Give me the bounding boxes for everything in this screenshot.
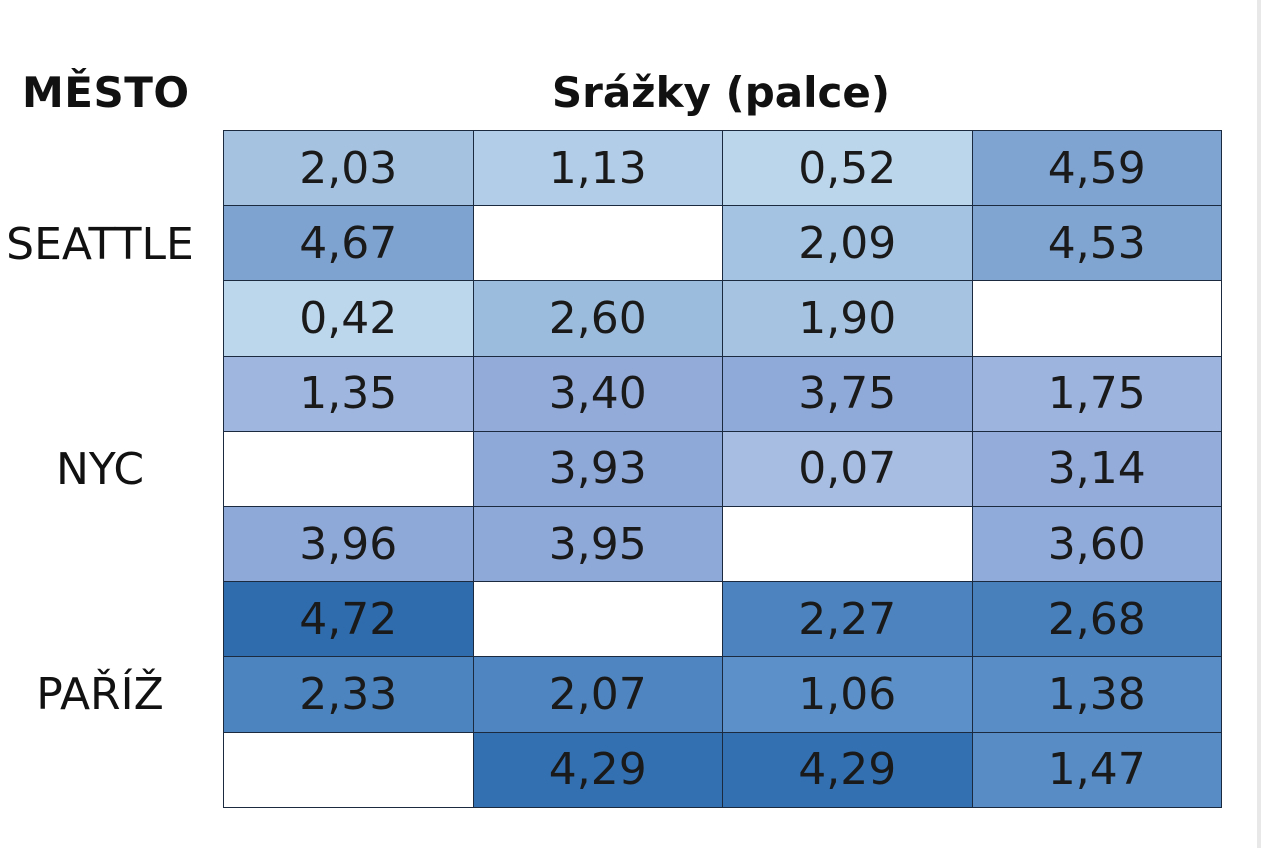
heatmap-cell: 3,60 (971, 506, 1222, 583)
heatmap-cell-value: 3,75 (798, 368, 897, 420)
heatmap-cell: 2,60 (472, 280, 723, 357)
precipitation-column-header: Srážky (palce) (551, 68, 891, 117)
heatmap-cell-value: 0,52 (798, 142, 897, 194)
heatmap-cell: 0,52 (722, 130, 973, 207)
heatmap-grid: 2,03 1,13 0,52 4,59 4,67 2,09 4,53 0,42 2,60 1,90… (223, 130, 1222, 808)
heatmap-cell-value: 1,38 (1047, 668, 1146, 720)
heatmap-cell: 2,33 (223, 656, 474, 733)
heatmap-cell-value: 3,14 (1047, 443, 1146, 495)
heatmap-cell-value: 3,93 (548, 443, 647, 495)
heatmap-cell: 0,07 (722, 430, 973, 507)
heatmap-cell-value: 4,29 (798, 744, 897, 796)
heatmap-cell: 1,47 (971, 731, 1222, 808)
heatmap-cell: 1,35 (223, 355, 474, 432)
heatmap-cell: 1,06 (722, 656, 973, 733)
heatmap-cell-value: 4,29 (548, 744, 647, 796)
heatmap-cell-value: 3,60 (1047, 518, 1146, 570)
city-label-nyc: NYC (55, 444, 145, 495)
heatmap-cell: 1,75 (971, 355, 1222, 432)
heatmap-cell: 4,29 (472, 731, 723, 808)
heatmap-cell: 2,68 (971, 581, 1222, 658)
heatmap-cell: 0,42 (223, 280, 474, 357)
heatmap-cell: 4,53 (971, 205, 1222, 282)
heatmap-cell: 3,96 (223, 506, 474, 583)
page-edge (1257, 0, 1261, 848)
heatmap-cell-value: 2,03 (299, 142, 398, 194)
heatmap-cell: 3,95 (472, 506, 723, 583)
heatmap-cell-value: 2,07 (548, 668, 647, 720)
heatmap-cell: 1,90 (722, 280, 973, 357)
heatmap-cell (223, 430, 474, 507)
heatmap-cell-value: 4,59 (1047, 142, 1146, 194)
heatmap-cell (971, 280, 1222, 357)
heatmap-cell: 3,93 (472, 430, 723, 507)
heatmap-cell-value: 1,75 (1047, 368, 1146, 420)
heatmap-cell-value: 0,07 (798, 443, 897, 495)
heatmap-cell-value: 3,95 (548, 518, 647, 570)
heatmap-cell (722, 506, 973, 583)
heatmap-cell-value: 3,96 (299, 518, 398, 570)
heatmap-cell-value: 3,40 (548, 368, 647, 420)
heatmap-cell: 4,67 (223, 205, 474, 282)
heatmap-cell-value: 2,60 (548, 292, 647, 344)
heatmap-cell: 4,59 (971, 130, 1222, 207)
heatmap-cell-value: 4,53 (1047, 217, 1146, 269)
heatmap-cell-value: 1,35 (299, 368, 398, 420)
heatmap-cell: 4,72 (223, 581, 474, 658)
heatmap-cell-value: 1,47 (1047, 744, 1146, 796)
heatmap-cell-value: 0,42 (299, 292, 398, 344)
heatmap-cell-value: 4,72 (299, 593, 398, 645)
heatmap-cell-value: 1,13 (548, 142, 647, 194)
heatmap-cell-value: 1,90 (798, 292, 897, 344)
heatmap-cell: 1,13 (472, 130, 723, 207)
heatmap-cell-value: 4,67 (299, 217, 398, 269)
heatmap-cell-value: 2,33 (299, 668, 398, 720)
city-label-paris: PAŘÍŽ (36, 669, 164, 720)
heatmap-cell (472, 581, 723, 658)
heatmap-cell-value: 1,06 (798, 668, 897, 720)
city-label-seattle: SEATTLE (6, 219, 194, 270)
heatmap-cell: 2,09 (722, 205, 973, 282)
city-column-header: MĚSTO (22, 68, 190, 117)
heatmap-cell-value: 2,27 (798, 593, 897, 645)
heatmap-cell-value: 2,68 (1047, 593, 1146, 645)
heatmap-cell: 2,07 (472, 656, 723, 733)
heatmap-cell (472, 205, 723, 282)
heatmap-cell: 3,75 (722, 355, 973, 432)
heatmap-cell: 2,03 (223, 130, 474, 207)
heatmap-cell: 2,27 (722, 581, 973, 658)
heatmap-cell-value: 2,09 (798, 217, 897, 269)
heatmap-cell: 4,29 (722, 731, 973, 808)
heatmap-cell (223, 731, 474, 808)
heatmap-cell: 3,14 (971, 430, 1222, 507)
heatmap-cell: 1,38 (971, 656, 1222, 733)
heatmap-cell: 3,40 (472, 355, 723, 432)
